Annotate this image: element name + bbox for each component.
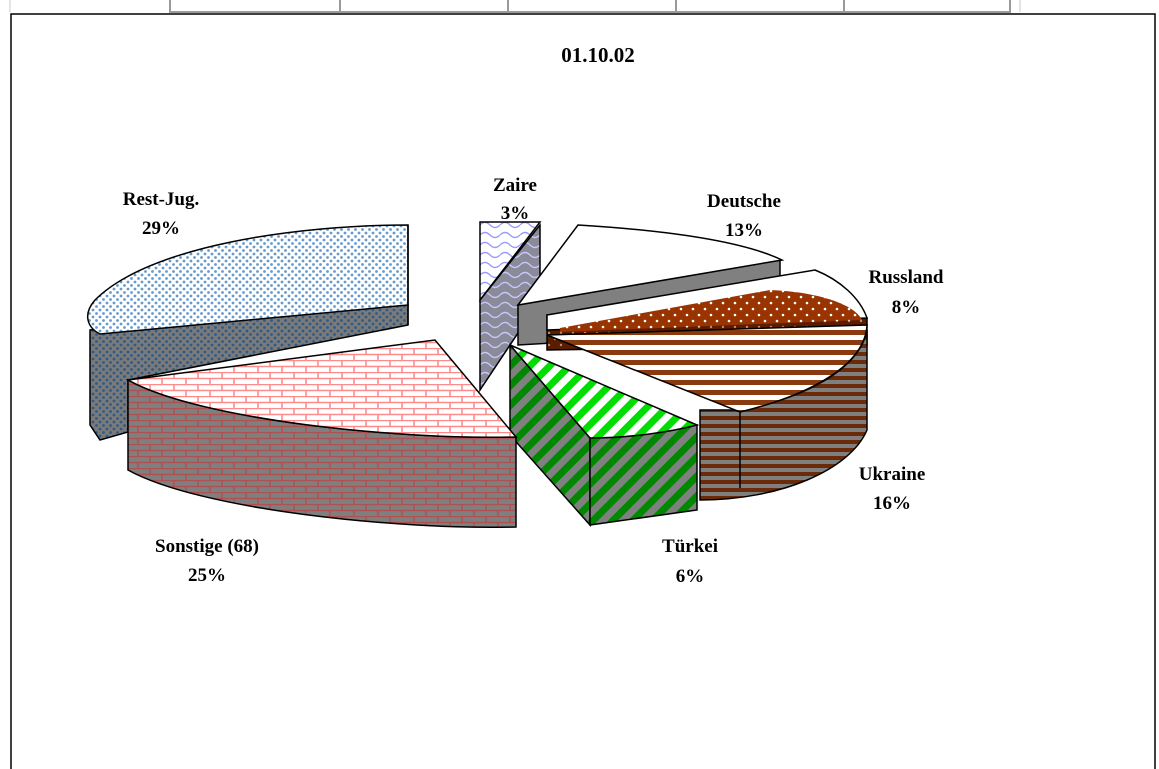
label-ukraine-name: Ukraine — [859, 464, 926, 485]
label-tuerkei: Türkei 6% — [662, 536, 718, 587]
slice-ukraine[interactable] — [546, 324, 868, 501]
label-tuerkei-percent: 6% — [676, 566, 705, 587]
slice-rest-jug[interactable] — [86, 224, 409, 441]
label-rest-jug-name: Rest-Jug. — [123, 189, 200, 210]
label-zaire-name: Zaire — [493, 175, 537, 196]
label-sonstige-percent: 25% — [188, 565, 226, 586]
label-deutsche: Deutsche 13% — [707, 191, 781, 241]
label-ukraine-percent: 16% — [873, 493, 911, 514]
label-sonstige-name: Sonstige (68) — [155, 536, 259, 557]
label-zaire: Zaire 3% — [493, 175, 537, 224]
label-rest-jug: Rest-Jug. 29% — [123, 189, 200, 239]
label-rest-jug-percent: 29% — [142, 218, 180, 239]
label-russland-percent: 8% — [892, 297, 921, 318]
label-russland: Russland 8% — [869, 267, 944, 318]
slice-russland[interactable] — [546, 269, 869, 351]
label-zaire-percent: 3% — [501, 203, 530, 224]
label-tuerkei-name: Türkei — [662, 536, 718, 557]
chart-area-border — [10, 13, 1156, 769]
label-russland-name: Russland — [869, 267, 944, 288]
label-ukraine: Ukraine 16% — [859, 464, 926, 514]
sheet-grid — [9, 0, 1021, 13]
slice-tuerkei[interactable] — [509, 342, 700, 527]
label-sonstige: Sonstige (68) 25% — [155, 536, 259, 586]
chart-title: 01.10.02 — [561, 43, 635, 67]
slice-sonstige[interactable] — [125, 339, 518, 529]
label-deutsche-percent: 13% — [725, 220, 763, 241]
label-deutsche-name: Deutsche — [707, 191, 781, 212]
